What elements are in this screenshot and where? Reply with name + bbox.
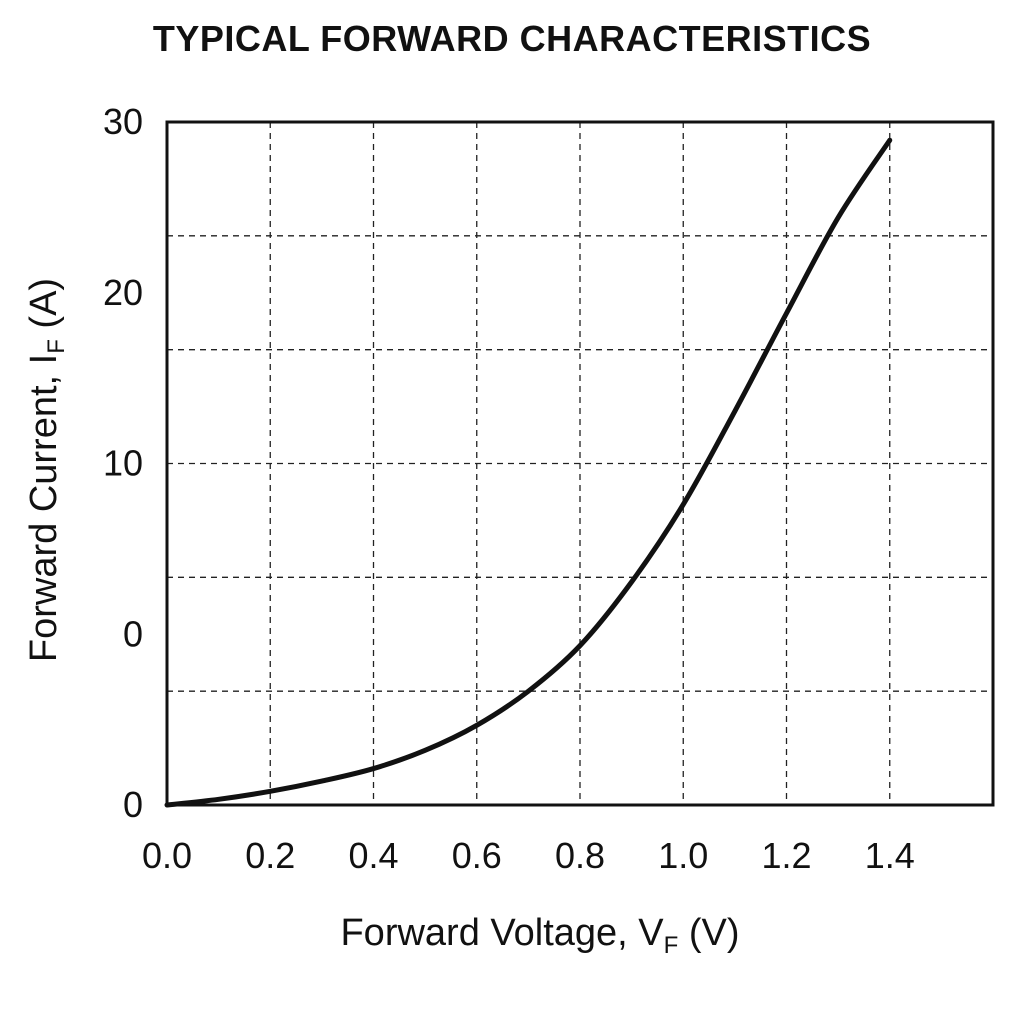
y-tick-label: 20 [103, 272, 143, 313]
y-tick-label: 0 [123, 784, 143, 825]
x-tick-label: 0.2 [245, 835, 295, 876]
x-tick-label: 0.6 [452, 835, 502, 876]
y-tick-label: 30 [103, 101, 143, 142]
grid-lines [167, 122, 993, 805]
plot-frame [165, 120, 995, 807]
x-tick-label: 0.0 [142, 835, 192, 876]
y-tick-label: 10 [103, 443, 143, 484]
x-tick-label: 1.2 [761, 835, 811, 876]
x-axis-label: Forward Voltage, VF (V) [340, 912, 739, 959]
x-tick-label: 1.4 [865, 835, 915, 876]
series-line [164, 137, 893, 808]
y-tick-labels: 0 0 10 20 30 [103, 101, 143, 825]
series-curves [164, 137, 893, 808]
x-tick-labels: 0.0 0.2 0.4 0.6 0.8 1.0 1.2 1.4 [142, 835, 915, 876]
x-tick-label: 0.8 [555, 835, 605, 876]
y-tick-label: 0 [123, 613, 143, 654]
x-tick-label: 0.4 [348, 835, 398, 876]
y-axis-label: Forward Current, IF (A) [23, 278, 70, 662]
x-tick-label: 1.0 [658, 835, 708, 876]
chart-title: TYPICAL FORWARD CHARACTERISTICS [152, 18, 872, 59]
